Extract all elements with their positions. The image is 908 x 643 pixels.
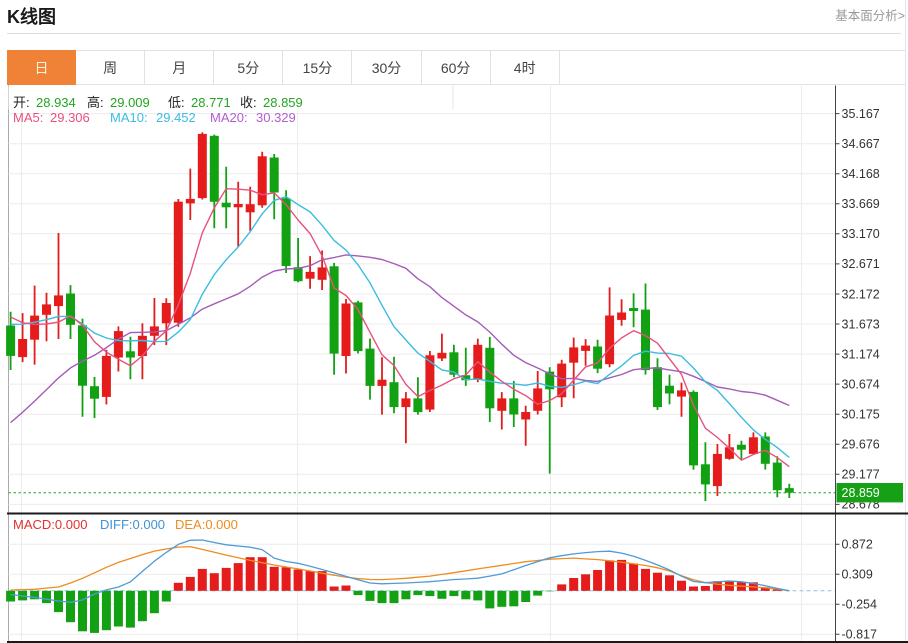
svg-text:29.009: 29.009 [110,95,150,110]
svg-text:开:: 开: [13,95,30,110]
svg-text:34.168: 34.168 [842,167,880,181]
svg-text:33.669: 33.669 [842,197,880,211]
svg-text:34.667: 34.667 [842,137,880,151]
svg-text:收:: 收: [240,95,257,110]
svg-text:29.177: 29.177 [842,468,880,482]
svg-text:28.859: 28.859 [263,95,303,110]
svg-text:MA10:: MA10: [110,110,148,125]
svg-text:高:: 高: [87,95,104,110]
svg-text:0.872: 0.872 [842,538,873,552]
svg-text:31.673: 31.673 [842,317,880,331]
svg-text:30.674: 30.674 [842,377,880,391]
svg-text:MA5:: MA5: [13,110,43,125]
svg-text:MACD:0.000: MACD:0.000 [13,517,87,532]
svg-text:DIFF:0.000: DIFF:0.000 [100,517,165,532]
svg-text:-0.817: -0.817 [842,628,877,642]
svg-text:0.309: 0.309 [842,568,873,582]
svg-text:-0.254: -0.254 [842,598,877,612]
svg-text:MA20:: MA20: [210,110,248,125]
svg-text:28.771: 28.771 [191,95,231,110]
svg-text:28.934: 28.934 [36,95,76,110]
svg-text:29.676: 29.676 [842,438,880,452]
svg-text:32.671: 32.671 [842,257,880,271]
svg-text:DEA:0.000: DEA:0.000 [175,517,238,532]
svg-text:30.175: 30.175 [842,408,880,422]
svg-text:29.452: 29.452 [156,110,196,125]
svg-text:35.167: 35.167 [842,107,880,121]
svg-text:29.306: 29.306 [50,110,90,125]
svg-text:32.172: 32.172 [842,287,880,301]
svg-text:28.859: 28.859 [842,486,880,500]
svg-text:33.170: 33.170 [842,227,880,241]
svg-text:31.174: 31.174 [842,347,880,361]
svg-text:低:: 低: [168,95,185,110]
svg-text:30.329: 30.329 [256,110,296,125]
